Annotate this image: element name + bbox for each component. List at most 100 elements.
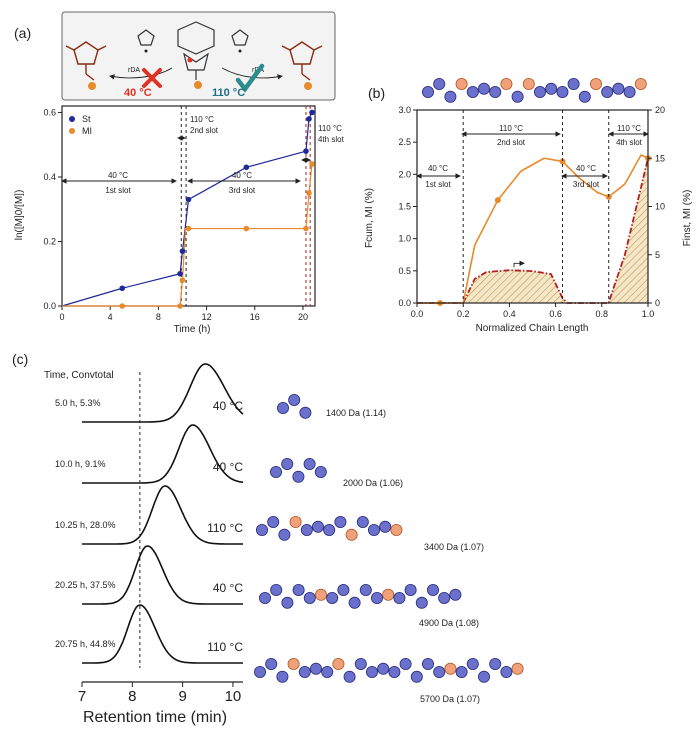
- a-mi-point: [119, 303, 126, 309]
- c-trace-curve: [82, 604, 243, 664]
- a-xtick-label: 4: [108, 312, 113, 322]
- mi-bead: [444, 662, 457, 675]
- st-bead: [623, 86, 636, 99]
- st-bead: [534, 86, 547, 99]
- st-bead: [489, 658, 502, 671]
- st-bead: [270, 584, 283, 597]
- a-st-point: [303, 148, 309, 154]
- adduct-molecule: [177, 21, 215, 80]
- a-slot2-name: 2nd slot: [190, 126, 219, 135]
- b-cum-line: [417, 154, 649, 304]
- a-slot1-name: 1st slot: [105, 186, 131, 195]
- b-slot3-name: 3rd slot: [573, 180, 600, 189]
- b-ytick-right-label: 15: [655, 153, 665, 163]
- st-bead: [292, 470, 305, 483]
- b-slot1-temp: 40 °C: [428, 164, 448, 173]
- a-slot1-temp: 40 °C: [108, 171, 128, 180]
- mi-bead: [511, 662, 524, 675]
- st-bead: [314, 465, 327, 478]
- st-bead: [399, 658, 412, 671]
- c-chain: [269, 457, 327, 483]
- st-bead: [281, 457, 294, 470]
- st-bead: [303, 592, 316, 605]
- b-xtick-label: 0.8: [596, 309, 609, 319]
- panel-a: (a): [14, 11, 345, 335]
- st-bead: [578, 90, 591, 103]
- b-xtick-label: 0.6: [549, 309, 562, 319]
- st-bead: [393, 592, 406, 605]
- st-bead: [321, 666, 334, 679]
- c-chain: [253, 658, 524, 683]
- st-bead: [337, 584, 350, 597]
- b-xtick-label: 1.0: [642, 309, 655, 319]
- panel-a-ylabel: ln([M]0/[M]): [14, 190, 25, 241]
- c-trace-time-conv: 20.25 h, 37.5%: [55, 580, 116, 590]
- st-bead: [276, 401, 289, 414]
- panel-b: (b) 0.0 0.2 0.4 0.6 0.8 1.0 0.0 0.5 1.0 1.5 2.0 2.5…: [364, 78, 693, 334]
- mi-bead: [332, 658, 345, 671]
- c-xtick-label: 9: [178, 688, 186, 705]
- st-bead: [255, 524, 268, 537]
- st-bead: [477, 82, 490, 95]
- a-mi-point: [177, 303, 183, 309]
- panel-c-header: Time, Convtotal: [44, 370, 114, 381]
- c-molecular-weight: 3400 Da (1.07): [424, 542, 484, 552]
- a-st-point: [119, 285, 126, 292]
- c-trace-curve: [82, 545, 243, 605]
- st-bead: [410, 670, 423, 683]
- mi-bead: [314, 588, 327, 601]
- rda-label-left: rDA: [128, 67, 140, 74]
- st-bead: [601, 86, 614, 99]
- c-molecular-weight: 4900 Da (1.08): [419, 618, 479, 628]
- st-bead: [379, 520, 392, 533]
- st-bead: [278, 528, 291, 541]
- panel-c: (c) Time, Convtotal 5.0 h, 5.3% 40 °C 10.0…: [12, 351, 524, 726]
- b-ytick-right-label: 10: [655, 202, 665, 212]
- a-slot4-name: 4th slot: [318, 135, 345, 144]
- a-xtick-label: 0: [59, 312, 64, 322]
- b-ytick-left-label: 1.0: [398, 234, 411, 244]
- a-mi-point: [309, 161, 315, 167]
- mi-bead-center: [194, 81, 202, 89]
- legend-mi-label: MI: [82, 126, 92, 136]
- a-st-point: [243, 164, 250, 171]
- b-ytick-left-label: 0.0: [398, 298, 411, 308]
- panel-b-ylabel-right: Finst, MI (%): [682, 190, 693, 247]
- c-trace-temp: 110 °C: [207, 521, 243, 535]
- a-st-point: [309, 109, 315, 116]
- panel-b-ylabel-left: Fcum, MI (%): [364, 188, 375, 248]
- a-slot2-temp: 110 °C: [190, 115, 214, 124]
- b-slot2-temp: 110 °C: [499, 124, 523, 133]
- rda-arrow-left: [109, 67, 173, 80]
- b-ytick-left-label: 1.5: [398, 202, 411, 212]
- st-bead: [477, 670, 490, 683]
- furan-right-molecule: [231, 29, 249, 46]
- st-bead: [404, 584, 417, 597]
- reaction-scheme: rDA rDA 40 °C 110 °C: [61, 11, 336, 101]
- scheme-temp-left: 40 °C: [124, 87, 152, 99]
- mi-bead: [590, 78, 603, 91]
- panel-b-chain: [421, 78, 647, 103]
- a-ytick-label: 0.2: [43, 236, 56, 246]
- a-st-point: [177, 270, 183, 277]
- st-bead: [258, 592, 271, 605]
- a-st-point: [179, 248, 186, 254]
- a-mi-point: [243, 225, 250, 232]
- st-bead: [367, 524, 380, 537]
- a-ytick-label: 0.0: [43, 301, 56, 311]
- st-bead: [253, 666, 266, 679]
- c-chain: [258, 584, 462, 609]
- st-bead: [343, 670, 356, 683]
- a-ytick-label: 0.6: [43, 107, 56, 117]
- panel-b-label: (b): [368, 85, 385, 101]
- st-bead: [356, 516, 369, 529]
- st-bead: [265, 658, 278, 671]
- a-st-point: [306, 116, 312, 122]
- mi-bead-right: [304, 82, 312, 90]
- c-trace-temp: 40 °C: [213, 460, 243, 474]
- st-bead: [281, 596, 294, 609]
- c-xtick-label: 8: [128, 688, 136, 705]
- b-slot4-temp: 110 °C: [617, 124, 641, 133]
- b-ytick-left-label: 2.5: [398, 137, 411, 147]
